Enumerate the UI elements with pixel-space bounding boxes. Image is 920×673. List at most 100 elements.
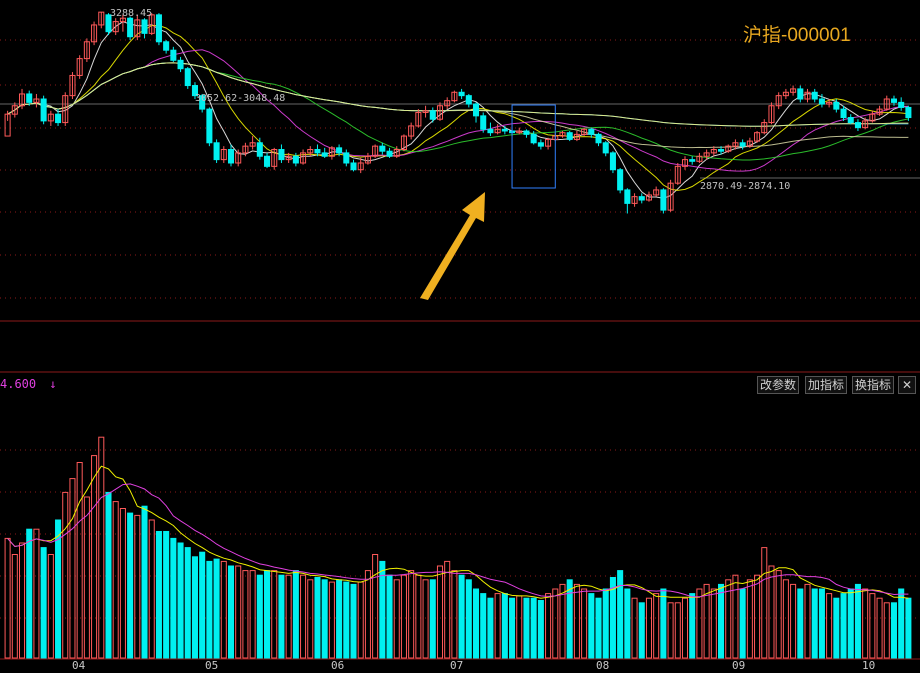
- volume-bar: [206, 560, 213, 659]
- candle-body: [62, 95, 69, 124]
- candle-body: [184, 68, 191, 87]
- candle-body: [314, 149, 321, 154]
- candle-body: [703, 152, 710, 157]
- volume-bar: [465, 579, 472, 659]
- volume-bar: [40, 547, 47, 659]
- volume-bar: [336, 579, 343, 659]
- volume-bar: [33, 528, 40, 659]
- candle-body: [696, 155, 703, 162]
- candle-body: [372, 145, 379, 157]
- candle-body: [754, 132, 761, 142]
- volume-bar: [840, 593, 847, 659]
- annotation-arrow: [420, 192, 485, 300]
- candle-body: [379, 145, 386, 152]
- candle-body: [530, 133, 537, 144]
- volume-bar: [220, 560, 227, 659]
- volume-bar: [458, 574, 465, 659]
- candle-body: [746, 140, 753, 147]
- candle-body: [638, 196, 645, 201]
- candle-body: [364, 155, 371, 164]
- candle-body: [415, 111, 422, 127]
- volume-bar: [905, 597, 912, 659]
- candle-body: [112, 21, 119, 33]
- volume-bar: [11, 554, 18, 659]
- candle-body: [199, 95, 206, 110]
- volume-bar: [400, 574, 407, 659]
- candle-body: [386, 150, 393, 157]
- x-tick-05: 05: [205, 659, 219, 672]
- candle-body: [177, 59, 184, 70]
- volume-bar: [105, 491, 112, 659]
- volume-bar: [18, 542, 26, 659]
- candle-body: [595, 133, 602, 144]
- range-lower-label: 2870.49-2874.10: [700, 181, 791, 192]
- candle-body: [826, 101, 833, 105]
- candle-body: [83, 41, 90, 60]
- volume-bar: [681, 597, 689, 659]
- candle-body: [818, 98, 825, 105]
- volume-bar: [689, 593, 696, 659]
- volume-bar: [444, 560, 451, 659]
- candle-body: [134, 19, 141, 38]
- candle-body: [458, 91, 465, 97]
- candle-body: [883, 98, 890, 110]
- volume-bar: [732, 574, 739, 659]
- volume-bar: [890, 602, 898, 659]
- volume-bar: [804, 583, 811, 659]
- volume-bar: [703, 583, 710, 659]
- candle-body: [220, 149, 227, 161]
- volume-bar: [62, 491, 69, 659]
- volume-bar: [494, 593, 501, 659]
- volume-bar: [768, 565, 775, 659]
- ma250-line: [7, 62, 909, 127]
- volume-bar: [4, 537, 11, 659]
- candle-body: [624, 189, 631, 204]
- candle-body: [609, 152, 616, 171]
- volume-bar: [271, 570, 278, 659]
- close-icon[interactable]: ✕: [898, 376, 916, 394]
- candle-body: [854, 122, 861, 129]
- candle-body: [523, 130, 530, 135]
- volume-bar: [451, 570, 458, 659]
- volume-bar: [718, 583, 725, 659]
- add-indicator-button[interactable]: 加指标: [805, 376, 848, 394]
- volume-bar: [790, 583, 797, 659]
- x-tick-04: 04: [72, 659, 86, 672]
- volume-bar: [343, 581, 350, 659]
- candle-body: [271, 149, 278, 167]
- volume-bar: [631, 597, 638, 659]
- volume-value: 4.600: [0, 377, 37, 391]
- candle-body: [336, 147, 343, 154]
- volume-bar: [516, 595, 523, 659]
- volume-bar: [163, 531, 170, 659]
- volume-bar: [47, 554, 54, 659]
- candle-body: [422, 110, 429, 113]
- candle-body: [797, 88, 804, 100]
- volume-bar: [775, 570, 782, 659]
- volume-bar: [746, 579, 753, 659]
- volume-bar: [112, 501, 119, 659]
- candle-body: [465, 95, 472, 105]
- candle-body: [890, 98, 898, 103]
- volume-bar: [213, 558, 220, 659]
- volume-bar: [69, 478, 76, 659]
- volume-bar: [854, 583, 861, 659]
- switch-indicator-button[interactable]: 换指标: [852, 376, 895, 394]
- volume-bar: [350, 583, 357, 659]
- candle-body: [235, 152, 242, 164]
- volume-bar: [26, 528, 33, 659]
- candle-body: [718, 149, 725, 152]
- volume-bar: [833, 597, 840, 659]
- volume-bar: [739, 588, 746, 659]
- candle-body: [862, 120, 869, 129]
- candle-body: [782, 91, 789, 97]
- candle-body: [148, 14, 155, 34]
- candle-body: [444, 100, 451, 107]
- candle-body: [285, 155, 292, 161]
- volume-bar: [328, 581, 335, 659]
- volume-bar: [530, 597, 537, 659]
- volume-bar: [581, 588, 588, 659]
- volume-bar: [134, 514, 141, 659]
- change-params-button[interactable]: 改参数: [757, 376, 800, 394]
- candle-body: [559, 132, 566, 137]
